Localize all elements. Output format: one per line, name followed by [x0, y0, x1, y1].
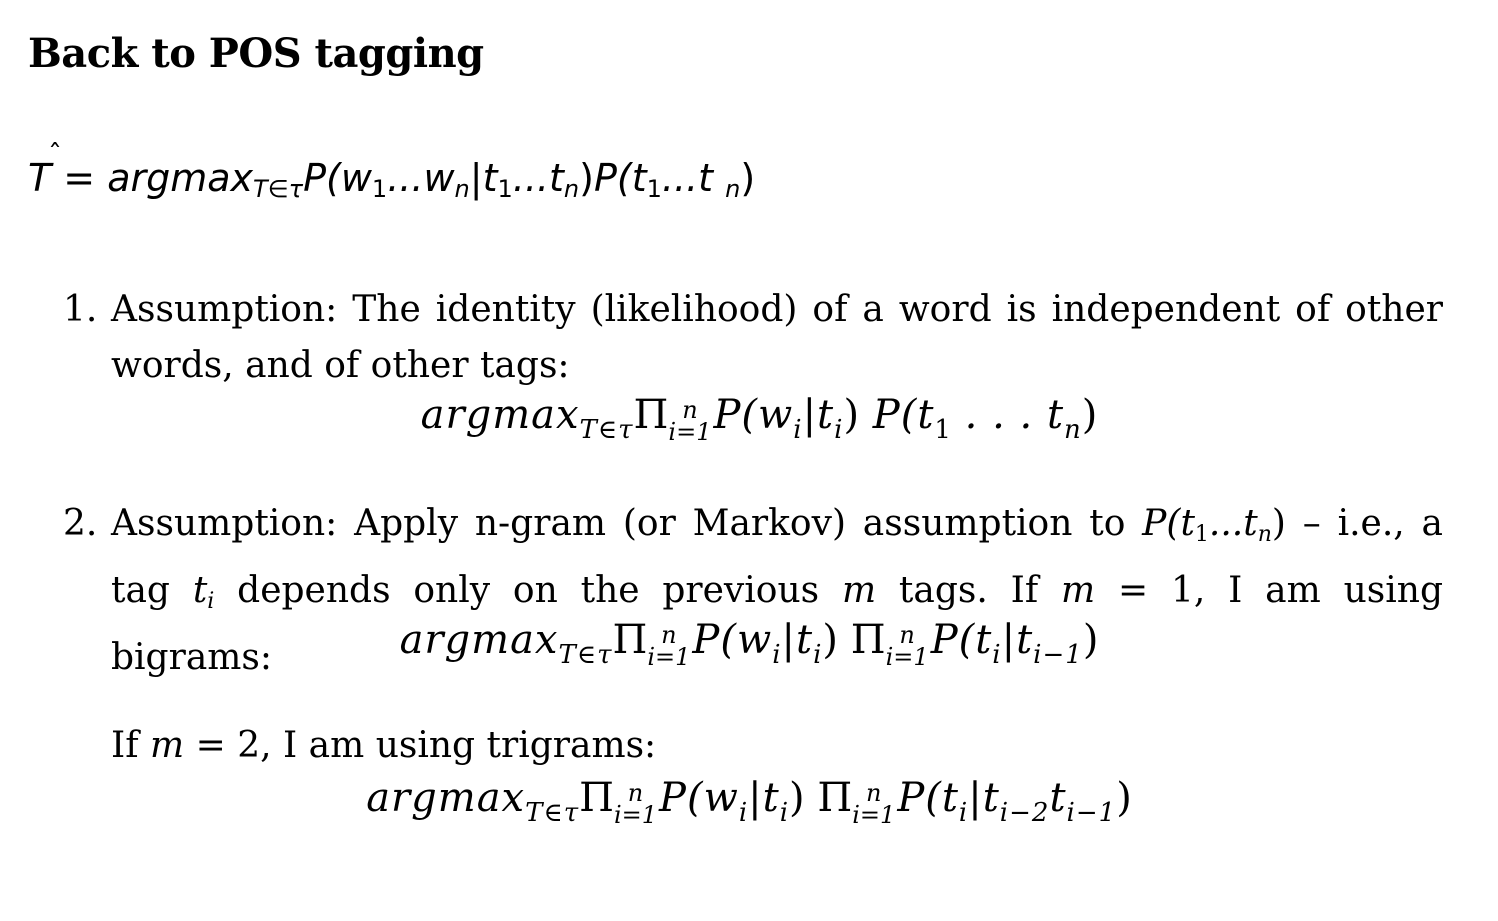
- list-number: 2.: [63, 503, 98, 544]
- list-item-assumption-1: 1. Assumption: The identity (likelihood)…: [63, 282, 1443, 394]
- list-item-assumption-2: 2. Assumption: Apply n-gram (or Markov) …: [63, 496, 1443, 686]
- formula-independence: argmaxT∈τΠ n i=1 P(wi|ti) P(t1 . . . tn): [420, 392, 1098, 446]
- trigram-intro-text: If m = 2, I am using trigrams:: [111, 725, 657, 766]
- page-title: Back to POS tagging: [28, 30, 484, 77]
- list-number: 1.: [63, 289, 98, 330]
- assumption-1-text: Assumption: The identity (likelihood) of…: [111, 289, 1443, 386]
- assumption-2-text: Assumption: Apply n-gram (or Markov) ass…: [111, 503, 1444, 678]
